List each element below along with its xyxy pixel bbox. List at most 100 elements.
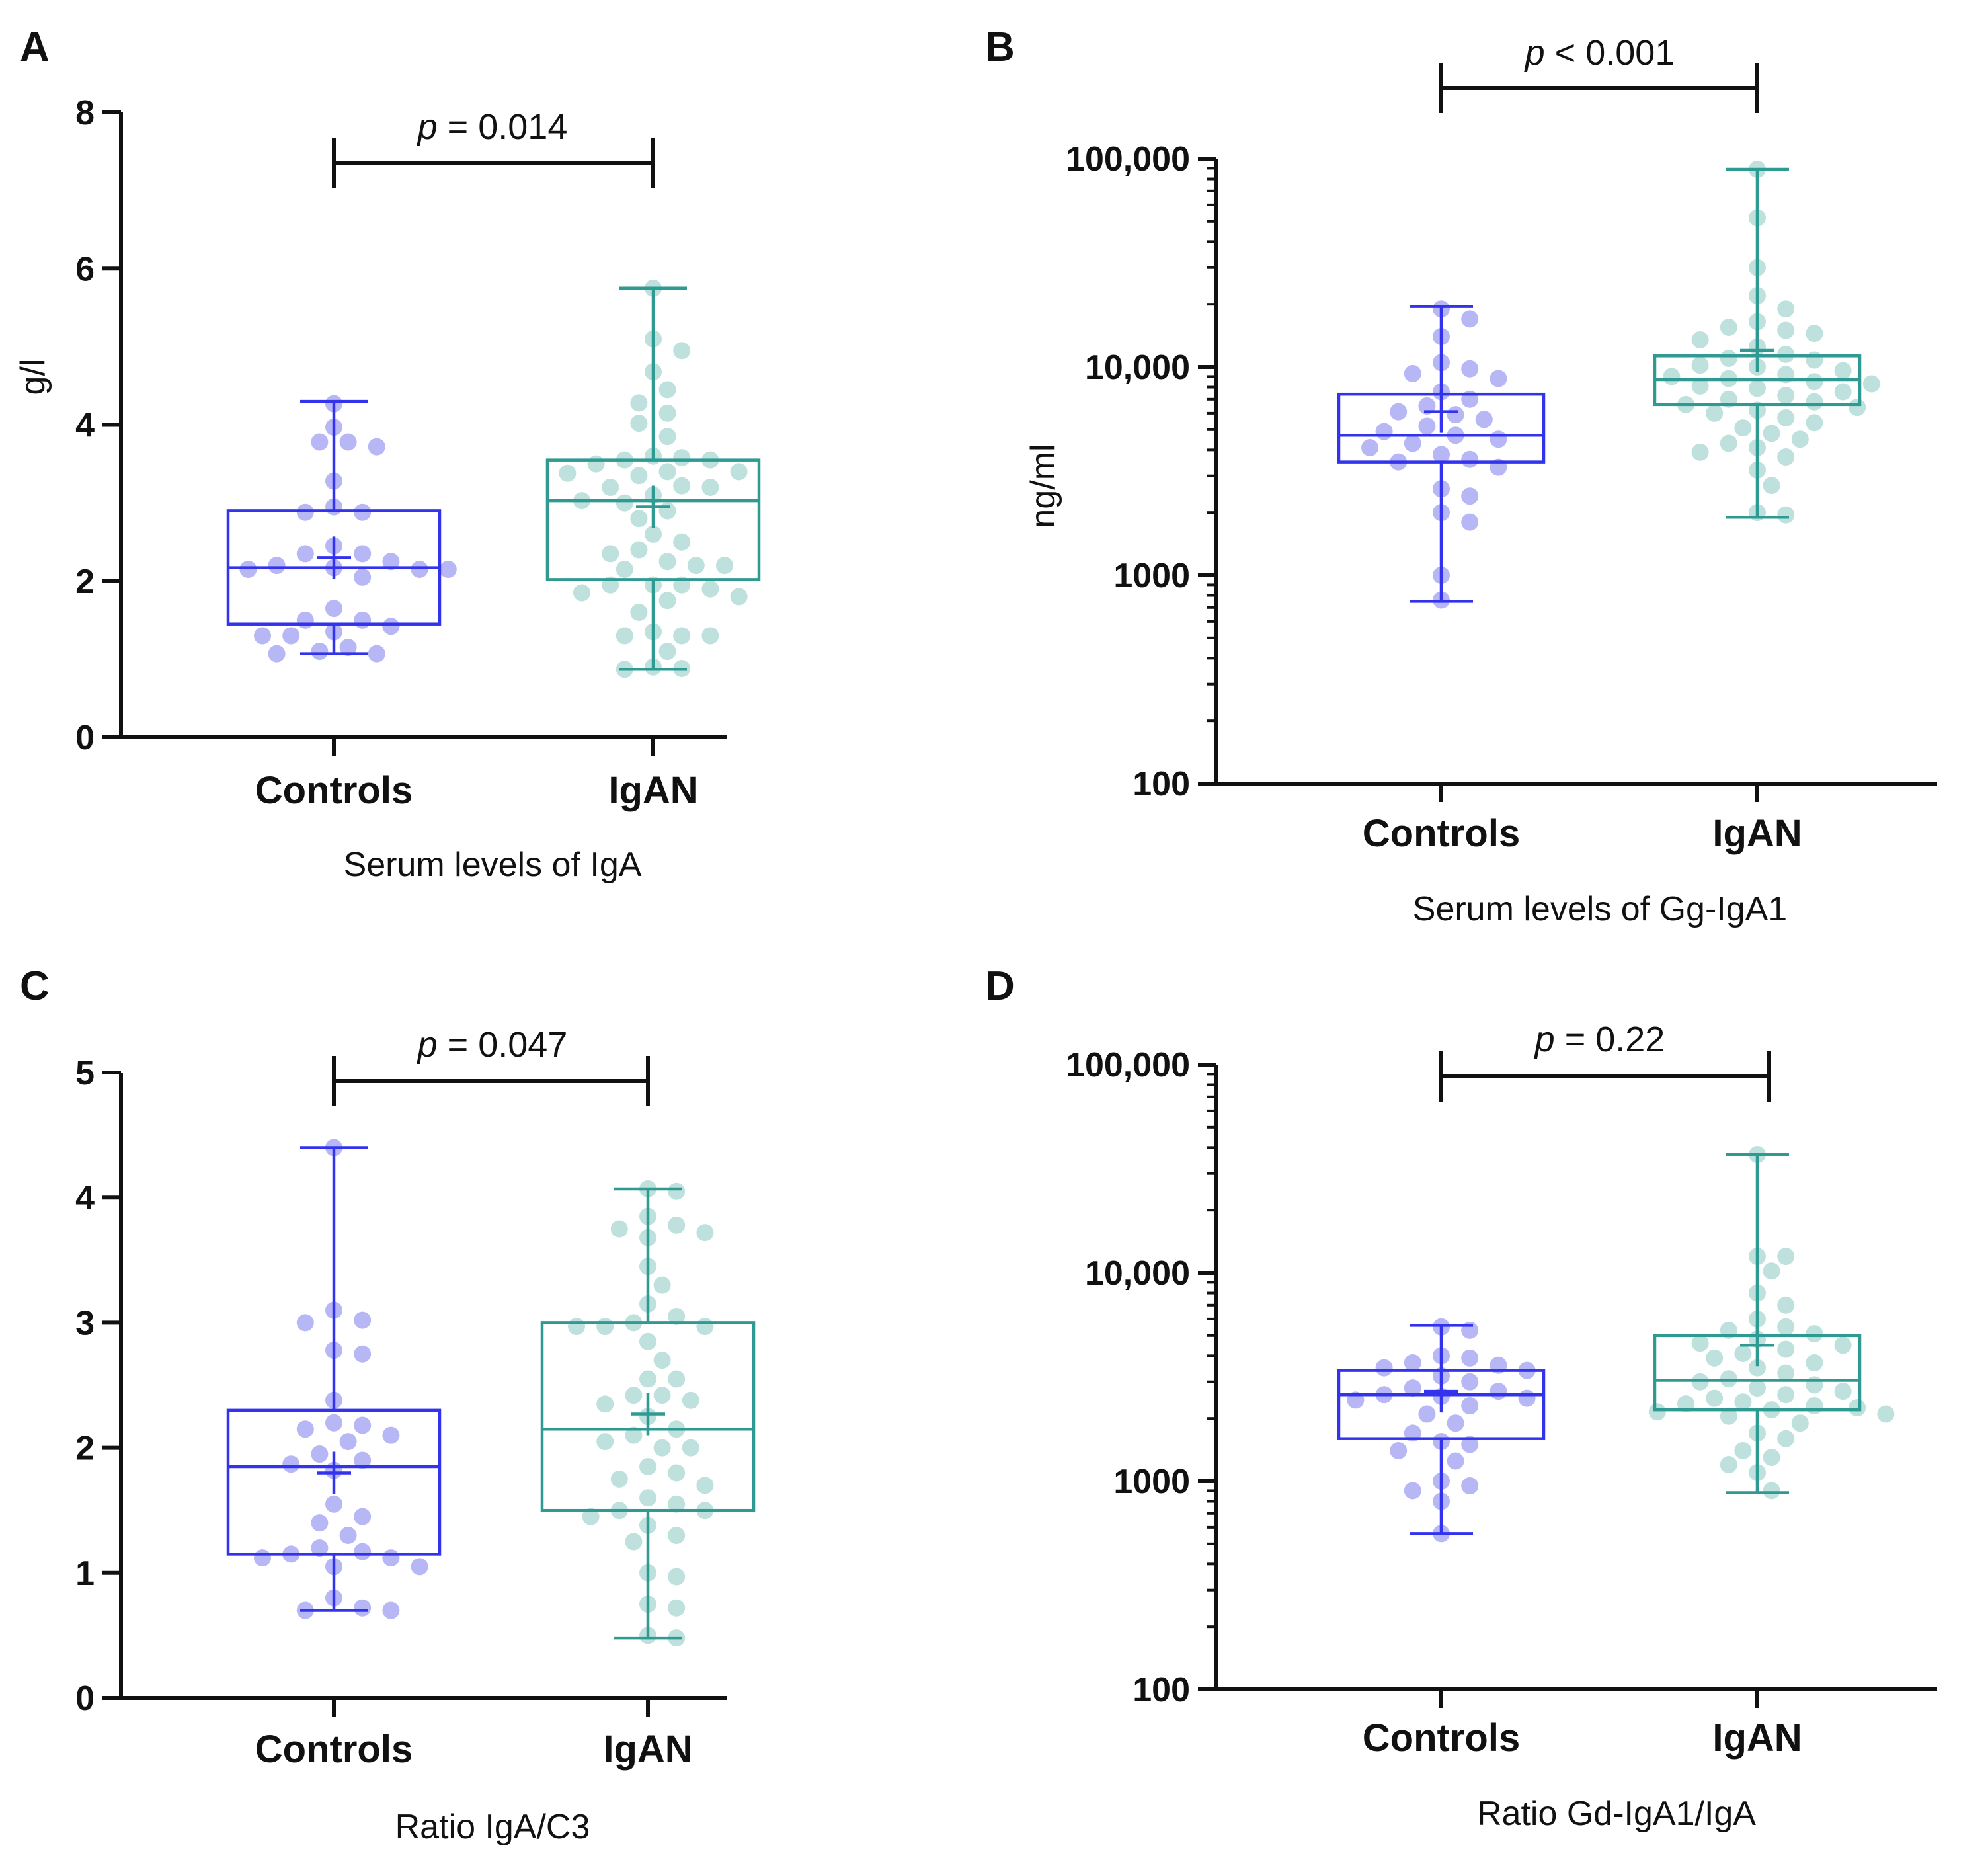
data-point [1720, 1407, 1737, 1425]
data-point [1806, 1325, 1823, 1343]
box-group-controls [226, 395, 457, 663]
y-tick-label: 8 [75, 94, 95, 132]
p-value-text-b: < 0.001 [1545, 33, 1675, 73]
data-point [1777, 448, 1795, 466]
data-point [630, 394, 648, 412]
data-point [1461, 1373, 1479, 1391]
panel-letter-b: B [985, 24, 1015, 70]
data-point [639, 1370, 656, 1388]
y-tick-label: 2 [75, 563, 95, 601]
data-point [1461, 1349, 1479, 1367]
data-point [411, 1558, 428, 1576]
p-symbol-a: p [417, 107, 438, 147]
data-point [339, 639, 357, 657]
panel-letter-d: D [985, 963, 1015, 1009]
data-point [602, 479, 619, 496]
data-point [311, 1514, 329, 1532]
data-point [1877, 1405, 1895, 1423]
data-point [625, 1533, 643, 1551]
data-point [730, 588, 748, 606]
data-point [354, 545, 372, 563]
x-axis-title-a: Serum levels of IgA [344, 846, 642, 884]
data-point [1749, 380, 1766, 397]
data-point [1749, 1359, 1766, 1377]
data-point [1777, 1248, 1795, 1266]
box-group-controls [226, 1139, 442, 1619]
data-point [1361, 438, 1378, 456]
data-point [254, 627, 271, 645]
box-group-controls [1337, 300, 1546, 609]
p-value-c: p = 0.047 [417, 1025, 568, 1065]
data-point [1461, 1477, 1479, 1495]
y-tick-label: 10,000 [1085, 1254, 1190, 1293]
data-point [1518, 1389, 1536, 1407]
data-point [1691, 1334, 1709, 1352]
data-point [1404, 1354, 1421, 1372]
data-point [630, 415, 648, 432]
data-point [1663, 368, 1681, 385]
data-point [1706, 1349, 1724, 1367]
y-axis-title-a: g/l [14, 359, 52, 395]
data-point [559, 464, 577, 482]
data-point [616, 561, 633, 579]
data-point [1433, 446, 1450, 464]
box-iqr [226, 1408, 442, 1556]
data-point [254, 1549, 271, 1567]
data-point [1461, 310, 1479, 328]
data-point [282, 1455, 300, 1473]
data-point [668, 1495, 686, 1513]
y-tick-label: 100,000 [1066, 140, 1190, 179]
data-point [687, 557, 705, 575]
data-point [1763, 1449, 1780, 1467]
data-point [653, 1276, 671, 1294]
data-point [1720, 1456, 1737, 1474]
data-point [1777, 387, 1795, 405]
data-point [658, 553, 676, 571]
data-point [658, 381, 676, 399]
data-point [354, 611, 372, 629]
data-point [296, 1314, 314, 1332]
data-point [630, 510, 648, 528]
data-point [582, 1508, 600, 1525]
data-point [616, 627, 633, 645]
data-point [716, 557, 733, 575]
data-point [596, 1318, 614, 1336]
data-point [1777, 409, 1795, 426]
data-point [1777, 1318, 1795, 1336]
data-point [682, 1391, 699, 1409]
data-point [639, 1332, 656, 1350]
data-point [382, 553, 400, 571]
category-label-igan-d: IgAN [1712, 1717, 1802, 1760]
box-iqr [540, 1321, 756, 1512]
data-point [1404, 364, 1421, 382]
y-tick-label: 1000 [1113, 557, 1190, 595]
data-point [658, 643, 676, 661]
y-tick-label: 2 [75, 1430, 95, 1468]
data-point [296, 545, 314, 563]
y-tick-label: 6 [75, 250, 95, 288]
data-point [439, 561, 457, 579]
data-point [630, 604, 648, 621]
data-point [354, 1451, 372, 1469]
data-point [311, 1445, 329, 1463]
data-point [1777, 506, 1795, 524]
panel-a: A 0 2 4 6 8 g/l Controls IgAN Serum levels o… [14, 24, 761, 884]
data-point [1691, 331, 1709, 348]
category-label-controls-a: Controls [255, 769, 413, 812]
panel-letter-a: A [20, 24, 50, 70]
data-point [673, 477, 691, 495]
data-point [325, 1414, 342, 1432]
data-point [1677, 1395, 1694, 1413]
data-point [1461, 1436, 1479, 1453]
y-tick-label: 1 [75, 1555, 95, 1593]
data-point [1720, 349, 1737, 367]
data-point [354, 503, 372, 521]
data-point [596, 1433, 614, 1451]
data-point [1834, 362, 1852, 380]
box-iqr [545, 458, 761, 581]
data-point [1418, 1405, 1436, 1423]
data-point [610, 1220, 628, 1238]
data-point [1375, 1359, 1393, 1377]
data-point [658, 502, 676, 520]
data-point [673, 342, 691, 360]
